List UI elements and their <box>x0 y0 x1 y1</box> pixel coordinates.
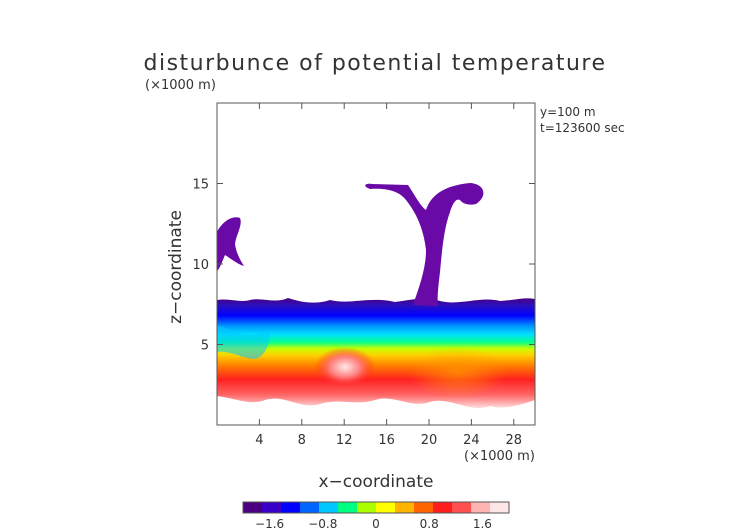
colorbar-segment <box>243 502 263 513</box>
x-tick-label: 16 <box>378 433 395 448</box>
x-axis-ticks: 4 8 12 16 20 24 28 <box>255 103 522 448</box>
colorbar-segment <box>452 502 472 513</box>
field-layer <box>217 183 535 409</box>
y-axis-label: z−coordinate <box>166 210 186 324</box>
x-tick-label: 20 <box>421 433 438 448</box>
colorbar-segment <box>319 502 339 513</box>
colorbar-segment <box>300 502 320 513</box>
colorbar-segment <box>414 502 434 513</box>
plume-region <box>365 183 484 306</box>
x-tick-label: 4 <box>255 433 263 448</box>
colorbar-frame <box>242 501 510 514</box>
info-line-y: y=100 m <box>540 105 596 119</box>
hot-spot <box>315 347 375 387</box>
colorbar-segment <box>490 502 510 513</box>
colorbar-segment <box>357 502 377 513</box>
colorbar-segment <box>281 502 301 513</box>
colorbar-tick-label: 1.6 <box>473 517 492 531</box>
x-tick-label: 28 <box>506 433 523 448</box>
colorbar-segment <box>262 502 282 513</box>
colorbar-segment <box>471 502 491 513</box>
x-axis-label: x−coordinate <box>319 472 434 492</box>
chart-title: disturbunce of potential temperature <box>144 51 607 76</box>
colorbar-segment <box>376 502 396 513</box>
colorbar <box>242 501 510 514</box>
colorbar-ticks: −1.6 −0.8 0 0.8 1.6 <box>255 517 492 531</box>
x-tick-label: 12 <box>336 433 353 448</box>
x-tick-label: 24 <box>463 433 480 448</box>
x-unit-label: (×1000 m) <box>464 449 535 464</box>
x-tick-label: 8 <box>298 433 306 448</box>
colorbar-tick-label: 0.8 <box>420 517 439 531</box>
y-axis-ticks: 5 10 15 <box>192 178 535 354</box>
y-tick-label: 5 <box>201 339 209 354</box>
y-unit-label: (×1000 m) <box>145 78 216 93</box>
colorbar-segment <box>338 502 358 513</box>
colorbar-tick-label: −1.6 <box>255 517 284 531</box>
colorbar-tick-label: 0 <box>372 517 380 531</box>
left-swirl <box>217 325 270 359</box>
colorbar-segment <box>395 502 415 513</box>
left-cloud-region <box>217 217 244 271</box>
info-line-t: t=123600 sec <box>540 121 625 135</box>
y-tick-label: 10 <box>192 258 209 273</box>
warm-spot <box>408 346 508 398</box>
colorbar-tick-label: −0.8 <box>308 517 337 531</box>
y-tick-label: 15 <box>192 178 209 193</box>
colorbar-segment <box>433 502 453 513</box>
